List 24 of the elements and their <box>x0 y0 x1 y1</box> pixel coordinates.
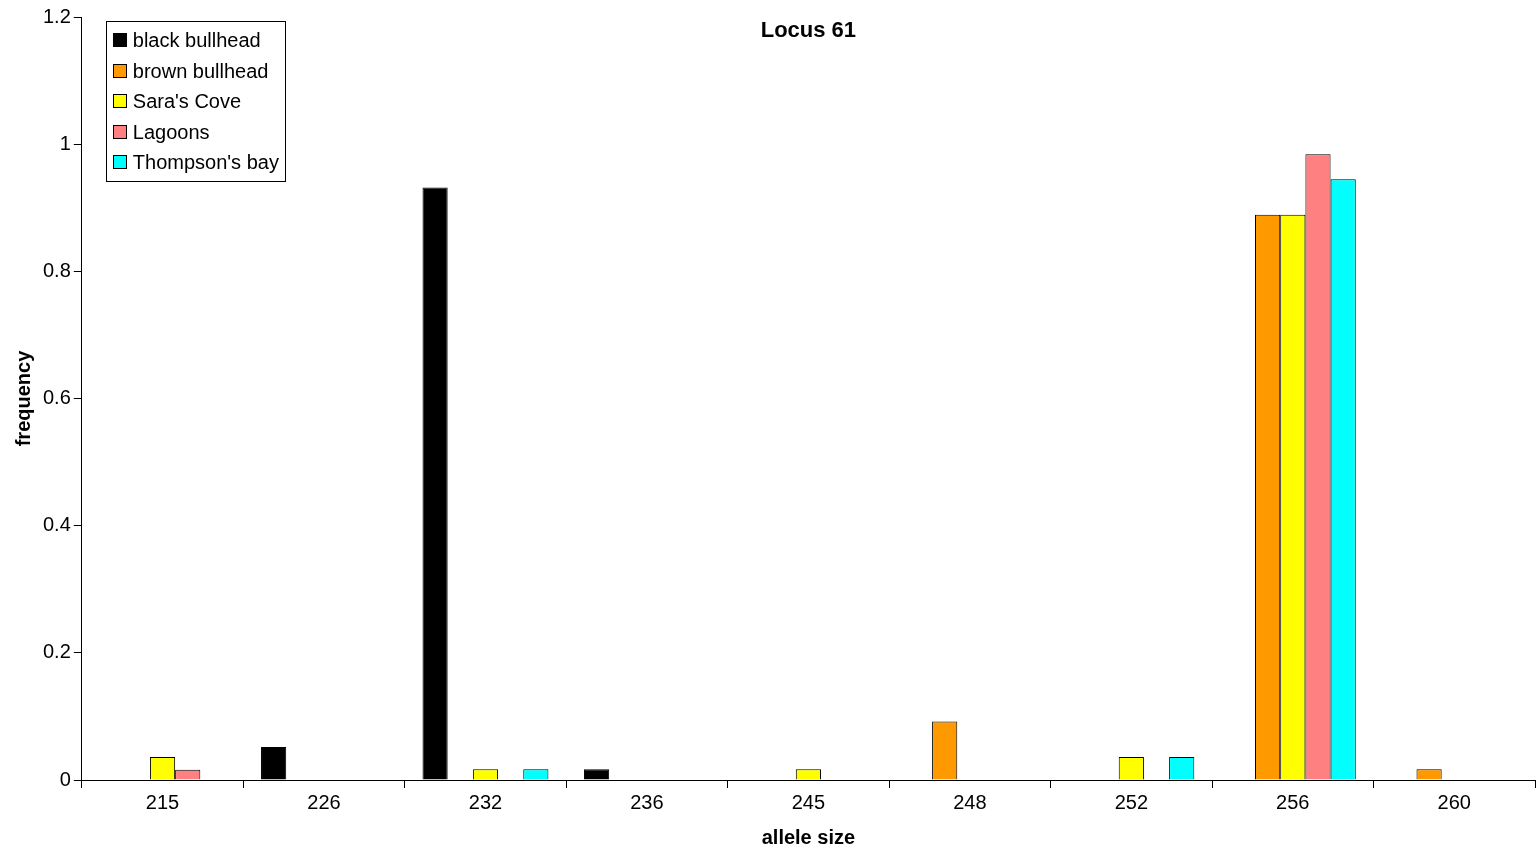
y-axis-title: frequency <box>11 349 34 447</box>
y-tick-label: 0 <box>59 767 71 790</box>
x-tick-label: 260 <box>1437 790 1471 813</box>
x-tick-label: 245 <box>791 790 826 813</box>
x-tick-label: 226 <box>307 790 341 813</box>
x-axis-title: allele size <box>761 825 856 848</box>
x-tick-label: 236 <box>630 790 664 813</box>
y-tick-label: 0.4 <box>42 513 71 536</box>
x-tick-label: 256 <box>1276 790 1310 813</box>
legend-label: Lagoons <box>132 119 210 145</box>
x-tick-label: 215 <box>145 790 180 813</box>
legend-label: Sara's Cove <box>132 89 242 114</box>
y-tick-label: 1 <box>59 131 71 154</box>
y-tick-label: 0.2 <box>42 640 71 663</box>
x-tick-label: 252 <box>1114 790 1149 813</box>
y-tick-label: 0.8 <box>42 258 71 281</box>
legend-label: brown bullhead <box>132 58 269 84</box>
chart-title: Locus 61 <box>760 17 857 43</box>
y-tick-label: 0.6 <box>42 386 71 409</box>
legend-label: Thompson's bay <box>132 150 279 175</box>
y-tick-label: 1.2 <box>42 4 71 27</box>
x-tick-label: 248 <box>953 790 987 813</box>
legend-label: black bullhead <box>132 28 261 53</box>
x-tick-label: 232 <box>468 790 503 813</box>
